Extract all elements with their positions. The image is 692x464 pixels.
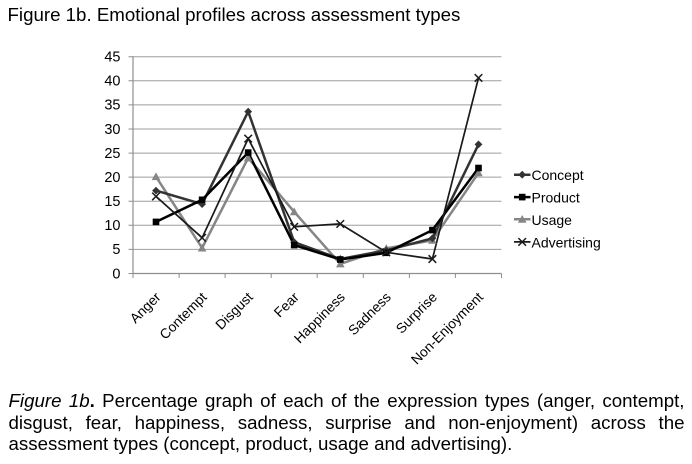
svg-text:Contempt: Contempt bbox=[157, 289, 210, 342]
svg-text:Product: Product bbox=[532, 190, 580, 206]
svg-text:Fear: Fear bbox=[271, 289, 302, 320]
svg-text:25: 25 bbox=[104, 146, 120, 162]
svg-text:35: 35 bbox=[104, 98, 120, 114]
svg-text:Disgust: Disgust bbox=[213, 289, 256, 332]
svg-text:5: 5 bbox=[112, 242, 120, 258]
svg-text:Usage: Usage bbox=[532, 212, 573, 228]
svg-text:Concept: Concept bbox=[532, 167, 584, 183]
svg-text:0: 0 bbox=[112, 266, 120, 282]
svg-text:45: 45 bbox=[104, 50, 120, 66]
svg-text:20: 20 bbox=[104, 170, 120, 186]
svg-text:40: 40 bbox=[104, 74, 120, 90]
svg-text:Surprise: Surprise bbox=[393, 289, 440, 336]
svg-text:30: 30 bbox=[104, 122, 120, 138]
svg-text:Anger: Anger bbox=[127, 289, 164, 326]
svg-text:10: 10 bbox=[104, 218, 120, 234]
svg-text:Advertising: Advertising bbox=[532, 234, 601, 250]
svg-text:15: 15 bbox=[104, 194, 120, 210]
svg-text:Sadness: Sadness bbox=[345, 289, 394, 338]
svg-text:Happiness: Happiness bbox=[291, 289, 348, 346]
